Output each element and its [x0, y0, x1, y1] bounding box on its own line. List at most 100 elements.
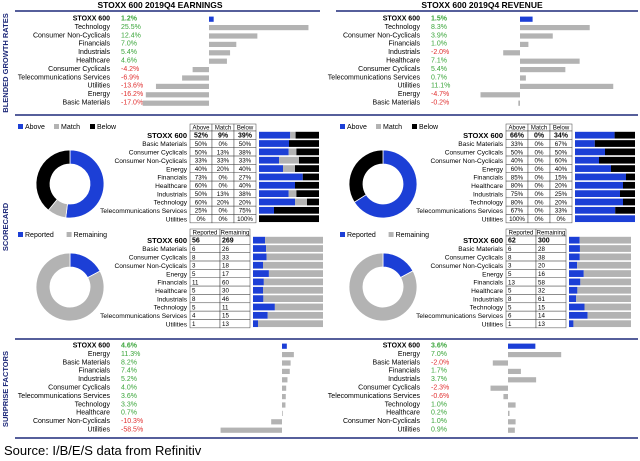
revenue-growth-bar-financials — [520, 41, 529, 48]
earnings-scorecard-table-row-label-utilities: Utilities — [166, 216, 188, 223]
revenue-surprise-label-industrials: Industrials — [388, 376, 420, 383]
earnings-scorecard-table-row-label-consumer-cyclicals: Consumer Cyclicals — [129, 150, 188, 157]
earnings-growth-value-stoxx-600: 1.2% — [121, 16, 138, 23]
revenue-scorecard-table-value-telecommunications-services-2: 33% — [555, 208, 568, 215]
revenue-growth-label-telecommunications-services: Telecommunications Services — [328, 74, 421, 81]
revenue-surprise-bar-financials — [508, 368, 521, 375]
earnings-surprise-value-consumer-non-cyclicals: -10.3% — [121, 418, 143, 425]
revenue-scorecard-table-value-consumer-cyclicals-1: 0% — [535, 149, 544, 156]
earnings-scorecard-table-value-financials-2: 27% — [239, 174, 252, 181]
revenue-scorecard-table-bar-financials-below — [626, 173, 635, 181]
revenue-scorecard-table-bar-basic-materials-below — [594, 140, 635, 147]
revenue-surprise-bar-utilities — [508, 427, 515, 433]
revenue-scorecard-legend-swatch-below — [412, 124, 417, 129]
earnings-reported-table-bar-telecommunications-services-remaining — [267, 311, 323, 319]
earnings-growth-bar-technology — [209, 24, 309, 31]
revenue-scorecard-table-bar-healthcare-below — [623, 181, 635, 189]
earnings-growth-label-financials: Financials — [78, 41, 110, 48]
revenue-surprise-label-consumer-cyclicals: Consumer Cyclicals — [358, 385, 420, 392]
revenue-title: STOXX 600 2019Q4 REVENUE — [421, 0, 543, 10]
revenue-surprise-value-healthcare: 0.2% — [431, 410, 447, 417]
earnings-scorecard-table-value-technology-2: 20% — [239, 199, 252, 206]
revenue-reported-table-value-healthcare-0: 5 — [508, 288, 512, 295]
earnings-reported-table-value-telecommunications-services-1: 15 — [222, 313, 229, 320]
revenue-scorecard-table-bar-healthcare-above — [575, 181, 623, 189]
earnings-reported-table-value-utilities-0: 1 — [192, 321, 196, 328]
earnings-growth-value-technology: 25.5% — [121, 24, 141, 31]
earnings-growth-bar-basic-materials — [142, 100, 209, 106]
earnings-scorecard-donut-slice-below — [35, 149, 71, 211]
revenue-surprise-bar-basic-materials — [492, 360, 508, 366]
section-label-scorecard: SCORECARD — [1, 202, 10, 251]
revenue-reported-table-bar-consumer-cyclicals-remaining — [579, 253, 631, 261]
earnings-scorecard-table-bar-stoxx-600-match — [290, 131, 296, 139]
earnings-growth-value-utilities: -13.6% — [121, 83, 143, 90]
revenue-scorecard-table-value-stoxx-600-0: 66% — [510, 133, 525, 140]
earnings-reported-table-bar-consumer-non-cyclicals-reported — [253, 261, 263, 269]
earnings-scorecard-table-bar-telecommunications-services-above — [259, 206, 274, 214]
revenue-surprise-label-energy: Energy — [398, 351, 421, 358]
earnings-reported-table-row-label-consumer-cyclicals: Consumer Cyclicals — [129, 255, 188, 262]
earnings-scorecard-table-bar-energy-match — [283, 165, 295, 172]
revenue-scorecard-table-row-label-consumer-cyclicals: Consumer Cyclicals — [445, 150, 504, 157]
earnings-scorecard-table-header-above: Above — [192, 126, 210, 132]
earnings-scorecard-table-value-stoxx-600-1: 9% — [218, 133, 229, 140]
earnings-reported-table-bar-consumer-cyclicals-reported — [253, 253, 267, 261]
revenue-scorecard-table-value-utilities-2: 0% — [557, 216, 566, 223]
earnings-scorecard-table-bar-industrials-match — [288, 190, 297, 197]
earnings-reported-table-value-industrials-0: 8 — [192, 296, 196, 303]
earnings-reported-table-row-label-industrials: Industrials — [157, 296, 188, 303]
revenue-reported-legend-reported: Reported — [347, 232, 376, 239]
earnings-scorecard-table-value-consumer-cyclicals-0: 50% — [195, 149, 208, 156]
earnings-reported-table-bar-technology-reported — [253, 303, 275, 311]
earnings-growth-label-utilities: Utilities — [87, 83, 110, 90]
revenue-surprise-bar-technology — [508, 402, 516, 408]
revenue-scorecard-table-bar-utilities-above — [575, 215, 635, 223]
revenue-reported-table-bar-basic-materials-remaining — [579, 245, 631, 252]
earnings-reported-table-bar-financials-reported — [253, 278, 264, 286]
earnings-scorecard-table-bar-consumer-cyclicals-above — [259, 148, 289, 156]
revenue-reported-table-row-label-basic-materials: Basic Materials — [458, 246, 503, 253]
revenue-surprise-value-stoxx-600: 3.6% — [431, 343, 448, 350]
earnings-scorecard-table-value-utilities-0: 0% — [197, 216, 206, 223]
earnings-scorecard-table-value-energy-0: 40% — [195, 166, 208, 173]
revenue-reported-table-value-healthcare-1: 32 — [538, 288, 545, 295]
revenue-surprise-label-stoxx-600: STOXX 600 — [383, 343, 420, 350]
revenue-scorecard-table-value-consumer-cyclicals-0: 50% — [511, 149, 524, 156]
revenue-reported-table-row-label-consumer-non-cyclicals: Consumer Non-Cyclicals — [430, 263, 503, 270]
revenue-reported-table-value-industrials-1: 61 — [538, 296, 545, 303]
revenue-surprise-bar-industrials — [508, 377, 537, 383]
revenue-surprise-value-utilities: 0.9% — [431, 427, 447, 434]
earnings-scorecard-table-bar-consumer-non-cyclicals-match — [279, 156, 299, 164]
earnings-scorecard-table-bar-energy-below — [295, 165, 319, 172]
earnings-scorecard-table-row-label-telecommunications-services: Telecommunications Services — [100, 208, 188, 215]
earnings-reported-donut-slice-remaining — [35, 252, 105, 322]
revenue-surprise-bar-stoxx-600 — [508, 343, 536, 349]
earnings-scorecard-table-value-healthcare-0: 60% — [195, 183, 208, 190]
earnings-reported-table-value-healthcare-0: 5 — [192, 288, 196, 295]
earnings-reported-table-bar-basic-materials-remaining — [266, 245, 323, 252]
revenue-reported-table-row-label-consumer-cyclicals: Consumer Cyclicals — [445, 255, 504, 262]
earnings-scorecard-table-header-match: Match — [215, 126, 231, 132]
earnings-growth-value-telecommunications-services: -6.9% — [121, 74, 139, 81]
earnings-growth-bar-telecommunications-services — [182, 75, 209, 81]
earnings-surprise-bar-industrials — [282, 377, 288, 383]
revenue-growth-bar-consumer-non-cyclicals — [520, 33, 553, 39]
revenue-surprise-value-financials: 1.7% — [431, 368, 447, 375]
revenue-growth-label-consumer-cyclicals: Consumer Cyclicals — [358, 66, 420, 73]
revenue-reported-legend-swatch-remaining — [388, 232, 394, 237]
earnings-scorecard-table-row-label-stoxx-600: STOXX 600 — [147, 131, 187, 140]
earnings-reported-legend-swatch-reported — [18, 232, 23, 237]
earnings-scorecard-table-value-telecommunications-services-1: 0% — [219, 208, 228, 215]
earnings-growth-bar-energy — [145, 92, 209, 98]
revenue-reported-table-header-remaining: Remaining — [537, 231, 566, 237]
earnings-scorecard-table-bar-healthcare-above — [259, 181, 295, 189]
revenue-scorecard-table-bar-basic-materials-above — [575, 140, 595, 147]
earnings-surprise-bar-consumer-cyclicals — [282, 385, 287, 391]
earnings-scorecard-table-row-label-industrials: Industrials — [157, 191, 188, 198]
earnings-reported-table-bar-energy-reported — [253, 270, 269, 277]
revenue-surprise-label-basic-materials: Basic Materials — [373, 359, 421, 366]
revenue-surprise-value-consumer-non-cyclicals: 1.0% — [431, 418, 447, 425]
revenue-reported-table-bar-stoxx-600-reported — [569, 236, 580, 244]
earnings-surprise-value-financials: 7.4% — [121, 368, 137, 375]
